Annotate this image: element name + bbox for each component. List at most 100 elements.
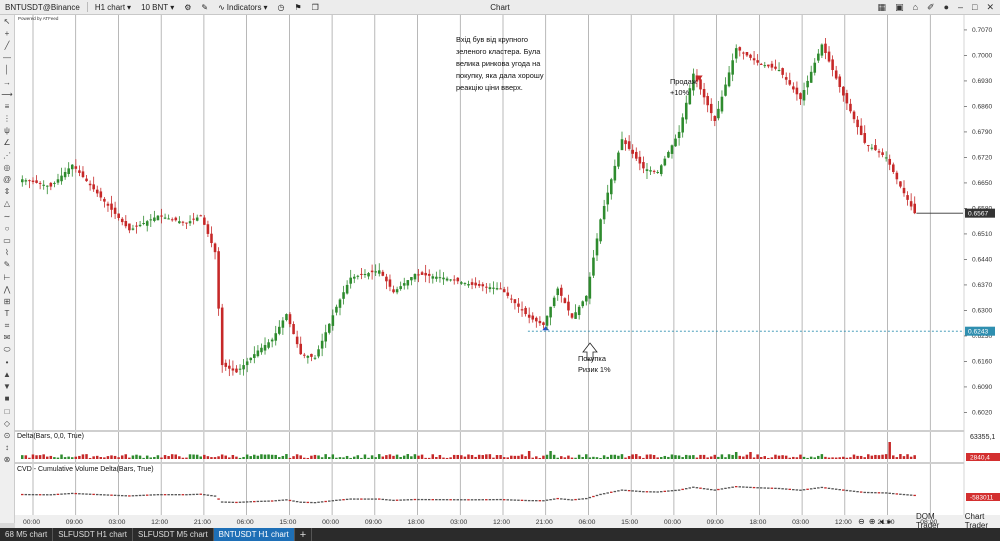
quantity-selector[interactable]: 10 BNT ▾ — [136, 3, 179, 12]
chart-trader-button[interactable]: Chart Trader — [964, 512, 989, 530]
delta-bar — [270, 454, 274, 459]
arrow-down-marker-icon[interactable]: ▼ — [3, 382, 11, 392]
add-tab-icon[interactable]: + — [295, 528, 313, 541]
target-icon[interactable]: ◎ — [3, 162, 11, 172]
cvd-panel-title: CVD - Cumulative Volume Delta(Bars, True… — [17, 466, 154, 473]
tab-68-m5[interactable]: 68 M5 chart — [0, 528, 54, 541]
camera-icon[interactable]: ▣ — [895, 1, 904, 12]
cvd-point — [245, 501, 249, 503]
channel-tool-icon[interactable]: ≡ — [4, 101, 10, 111]
triangle-icon[interactable]: △ — [3, 199, 11, 209]
candle-body — [909, 201, 913, 207]
cvd-point — [213, 495, 217, 497]
cvd-point — [659, 491, 663, 493]
cvd-point — [110, 494, 113, 496]
circle-tool-icon[interactable]: ○ — [4, 223, 10, 233]
flag-icon[interactable]: ⚑ — [294, 2, 302, 12]
measure-icon[interactable]: ⇕ — [3, 187, 11, 197]
gann-fan-icon[interactable]: ⋰ — [3, 150, 11, 160]
delta-bar — [345, 455, 349, 459]
delta-bar — [809, 456, 813, 459]
tab-bntusdt-h1[interactable]: BNTUSDT H1 chart — [213, 528, 295, 541]
candle-body — [563, 298, 567, 304]
cvd-point — [567, 498, 570, 501]
symbol-selector[interactable]: BNTUSDT@Binance — [0, 3, 85, 12]
lock-icon[interactable]: ⌂ — [912, 1, 919, 12]
x-tick-label: 15:00 — [621, 519, 638, 526]
tab-slfusdt-h1[interactable]: SLFUSDT H1 chart — [53, 528, 134, 541]
line-tool-icon[interactable]: ╱ — [4, 40, 10, 50]
minimize-icon[interactable]: – — [958, 1, 964, 12]
cvd-point — [42, 494, 45, 496]
cvd-line — [21, 486, 916, 504]
close-icon[interactable]: ✕ — [986, 1, 994, 12]
horizontal-line-icon[interactable]: — — [3, 53, 11, 63]
candle-body — [392, 289, 395, 293]
ray-tool-icon[interactable]: ⟶ — [1, 89, 13, 99]
zigzag-icon[interactable]: ⋀ — [3, 284, 11, 294]
timeframe-selector[interactable]: H1 chart ▾ — [90, 3, 136, 12]
candle-body — [442, 277, 445, 280]
text-tool-icon[interactable]: T — [4, 309, 10, 319]
dot-icon[interactable]: • — [5, 357, 9, 367]
zoom-out-icon[interactable]: ⊖ — [858, 516, 865, 526]
box-icon[interactable]: □ — [4, 406, 10, 416]
brush-tool-icon[interactable]: ✎ — [3, 260, 11, 270]
pencil-icon[interactable]: ✎ — [201, 2, 209, 12]
erase-icon[interactable]: ⊗ — [3, 455, 11, 465]
rectangle-tool-icon[interactable]: ▭ — [3, 235, 11, 245]
ruler-icon[interactable]: ⊢ — [3, 272, 11, 282]
cvd-point — [320, 501, 324, 503]
angle-tool-icon[interactable]: ∠ — [3, 138, 11, 148]
brush-icon[interactable]: ✐ — [927, 1, 935, 12]
delta-bar — [331, 454, 335, 459]
candle-body — [352, 276, 356, 279]
candle-body — [667, 151, 670, 158]
diamond-icon[interactable]: ◇ — [3, 418, 11, 428]
fibonacci-icon[interactable]: ⋮ — [3, 114, 11, 124]
delta-bar — [327, 457, 331, 459]
square-marker-icon[interactable]: ■ — [4, 394, 10, 404]
candle-body — [520, 309, 524, 311]
crosshair-icon[interactable]: + — [4, 28, 10, 38]
scroll-left-icon[interactable]: ◂ — [879, 516, 884, 526]
clock-icon[interactable]: ◷ — [277, 2, 285, 12]
path-icon[interactable]: ⌇ — [5, 248, 9, 258]
arrow-tool-icon[interactable]: → — [3, 77, 11, 87]
indicators-button[interactable]: ∿ Indicators ▾ — [213, 3, 272, 12]
cvd-point — [749, 486, 752, 489]
vertical-line-icon[interactable]: │ — [4, 65, 10, 75]
candle-body — [181, 221, 185, 223]
candle-body — [85, 178, 88, 182]
clone-icon[interactable]: ❐ — [311, 2, 319, 12]
note-icon[interactable]: ✉ — [3, 333, 11, 343]
dom-trader-button[interactable]: DOM Trader — [916, 512, 940, 530]
spiral-icon[interactable]: @ — [2, 175, 12, 185]
candle-body — [331, 315, 335, 326]
grid-tool-icon[interactable]: ⊞ — [3, 296, 11, 306]
ellipse-icon[interactable]: ⬭ — [3, 345, 11, 355]
price-range-icon[interactable]: ↕ — [5, 443, 9, 453]
zoom-in-icon[interactable]: ⊕ — [868, 516, 876, 526]
pitchfork-icon[interactable]: ψ — [4, 126, 10, 136]
candle-body — [245, 361, 249, 366]
delta-bar — [645, 454, 649, 459]
maximize-icon[interactable]: □ — [972, 1, 978, 12]
wave-icon[interactable]: ∼ — [3, 211, 11, 221]
arrow-up-marker-icon[interactable]: ▲ — [3, 370, 11, 380]
delta-bar — [256, 455, 260, 459]
settings-icon[interactable]: ⚙ — [184, 2, 192, 12]
cvd-point — [495, 498, 499, 501]
tag-icon[interactable]: ⌗ — [4, 320, 10, 330]
cursor-icon[interactable]: ↖ — [3, 16, 11, 26]
tab-slfusdt-m5[interactable]: SLFUSDT M5 chart — [133, 528, 214, 541]
chart-area[interactable]: Powered by ATFeed Вхід був від крупного … — [15, 15, 1000, 528]
record-icon[interactable]: ● — [943, 1, 949, 12]
y-tick-label: 0.6860 — [972, 104, 993, 111]
delta-bar — [192, 454, 195, 459]
scroll-right-icon[interactable]: ▸ — [887, 516, 892, 526]
candle-body — [192, 218, 195, 220]
alert-icon[interactable]: ⊙ — [3, 430, 11, 440]
delta-bar — [431, 454, 435, 459]
grid-icon[interactable]: ▦ — [877, 1, 887, 12]
